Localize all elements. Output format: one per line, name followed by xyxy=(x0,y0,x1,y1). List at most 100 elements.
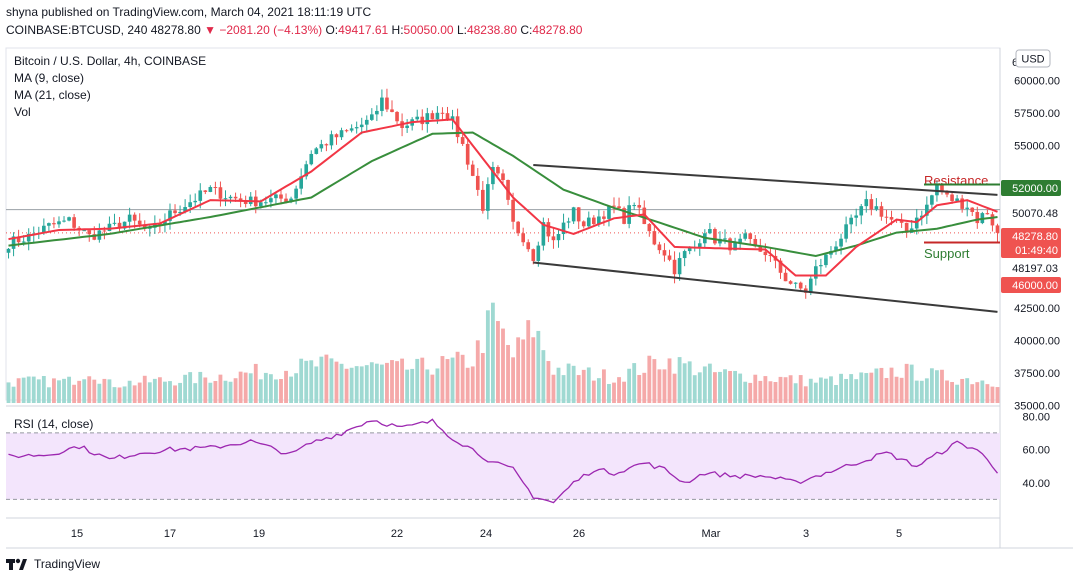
indicator-legend: Bitcoin / U.S. Dollar, 4h, COINBASE MA (9… xyxy=(14,54,206,119)
volume-bar xyxy=(657,369,662,403)
volume-bar xyxy=(950,381,954,403)
low-label: L: xyxy=(456,23,467,37)
candle xyxy=(218,187,223,199)
volume-bar xyxy=(168,381,172,403)
price-tick-label: 60000.00 xyxy=(1014,76,1060,88)
volume-bar xyxy=(566,363,571,403)
last-price: 48278.80 xyxy=(150,23,201,37)
volume-bar xyxy=(818,377,823,403)
volume-bar xyxy=(516,337,521,403)
candle xyxy=(768,255,773,257)
volume-bar xyxy=(551,374,556,403)
volume-bar xyxy=(808,378,813,403)
candle xyxy=(72,217,76,228)
candle xyxy=(960,198,964,209)
candle xyxy=(824,254,828,266)
volume-bar xyxy=(546,361,551,403)
time-tick-label: 5 xyxy=(896,528,902,540)
volume-bar xyxy=(309,360,314,403)
volume-bar xyxy=(702,366,707,403)
volume-bar xyxy=(253,363,258,403)
candle xyxy=(284,198,288,203)
volume-bar xyxy=(450,357,455,403)
price-tick-label: 42500.00 xyxy=(1014,303,1060,315)
low-value: 48238.80 xyxy=(466,23,518,37)
volume-bar xyxy=(430,374,435,403)
candle xyxy=(62,220,66,222)
volume-bar xyxy=(102,378,107,403)
candle xyxy=(677,258,682,275)
candle xyxy=(107,223,112,232)
volume-bar xyxy=(72,384,77,403)
volume-bar xyxy=(884,377,889,403)
volume-bar xyxy=(627,368,632,403)
price-badge: 46000.00 xyxy=(1012,280,1058,292)
volume-bar xyxy=(652,359,657,403)
candle xyxy=(420,116,425,125)
volume-bar xyxy=(470,366,475,403)
candle xyxy=(299,176,303,189)
candle xyxy=(289,198,293,203)
candle xyxy=(238,198,243,201)
volume-bar xyxy=(803,386,808,403)
volume-bar xyxy=(97,383,102,403)
candle xyxy=(546,222,551,237)
candles xyxy=(6,88,1000,299)
candle xyxy=(798,282,803,289)
candle xyxy=(662,250,667,256)
candle xyxy=(117,222,122,229)
time-tick-label: 19 xyxy=(253,528,265,540)
candle xyxy=(788,281,793,284)
candle xyxy=(380,97,384,111)
candle xyxy=(67,217,71,221)
volume-bar xyxy=(410,368,415,403)
volume-bar xyxy=(985,384,990,403)
candle xyxy=(208,187,213,192)
volume-bar xyxy=(773,382,778,403)
candle xyxy=(47,223,51,226)
currency-button[interactable]: USD xyxy=(1015,49,1051,68)
volume-bar xyxy=(894,376,899,403)
open-value: 49417.61 xyxy=(338,23,389,37)
volume-bar xyxy=(36,379,41,403)
candle xyxy=(697,243,702,247)
candle xyxy=(16,236,21,243)
candle xyxy=(269,198,273,203)
volume-bar xyxy=(733,370,738,403)
volume-bar xyxy=(6,382,11,403)
candle xyxy=(369,114,374,120)
candle xyxy=(849,217,853,225)
price-tick-label: 40000.00 xyxy=(1014,336,1060,348)
candle xyxy=(541,222,546,246)
currency-button-frame xyxy=(1015,49,1051,68)
candle xyxy=(889,217,894,220)
candle xyxy=(122,221,127,229)
volume-bar xyxy=(829,376,833,403)
volume-bar xyxy=(556,367,561,403)
resistance-label: Resistance xyxy=(924,173,988,188)
candle xyxy=(385,97,389,110)
volume-bar xyxy=(738,373,743,403)
volume-bar xyxy=(46,387,51,403)
candle xyxy=(491,167,495,185)
price-badge-countdown: 01:49:40 xyxy=(1015,245,1058,257)
volume-bar xyxy=(455,351,460,403)
volume-bar xyxy=(329,358,334,403)
volume-bar xyxy=(213,381,218,403)
candle xyxy=(450,116,455,121)
candle xyxy=(607,205,611,219)
volume-bar xyxy=(107,379,112,403)
volume-bar xyxy=(632,363,637,403)
volume-bar xyxy=(919,380,924,403)
volume-bar xyxy=(718,371,722,403)
candle xyxy=(92,234,97,240)
candle xyxy=(173,210,177,214)
volume-bar xyxy=(294,373,299,403)
candle xyxy=(364,119,369,125)
candle xyxy=(879,206,884,217)
volume-bar xyxy=(16,378,21,403)
tradingview-logo[interactable]: TradingView xyxy=(6,557,100,571)
volume-bar xyxy=(31,376,36,403)
price-tick-label: 37500.00 xyxy=(1014,368,1060,380)
